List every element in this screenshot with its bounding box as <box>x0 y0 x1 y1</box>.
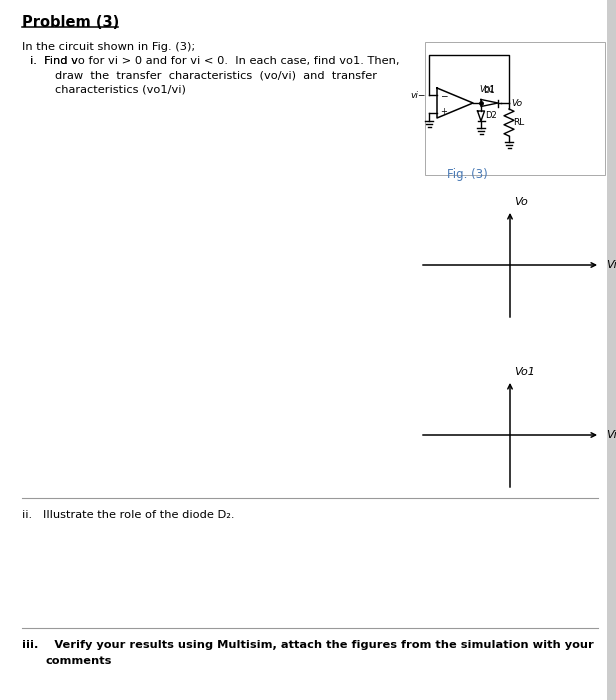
Text: Problem (3): Problem (3) <box>22 15 120 30</box>
Text: Vi: Vi <box>606 430 616 440</box>
Text: iii.    Verify your results using Multisim, attach the figures from the simulati: iii. Verify your results using Multisim,… <box>22 640 594 650</box>
Text: i.  Find vo for vi > 0 and for vi < 0.  In each case, find vo1. Then,: i. Find vo for vi > 0 and for vi < 0. In… <box>30 56 400 66</box>
Text: i.  Find v: i. Find v <box>30 56 78 66</box>
Text: RL: RL <box>513 118 524 127</box>
Bar <box>607 0 616 700</box>
Text: ii.   Illustrate the role of the diode D₂.: ii. Illustrate the role of the diode D₂. <box>22 510 235 520</box>
Text: Vo: Vo <box>514 197 528 207</box>
Text: Vi: Vi <box>606 260 616 270</box>
Text: D2: D2 <box>485 111 496 120</box>
Text: Vo1: Vo1 <box>514 367 535 377</box>
Text: Fig. (3): Fig. (3) <box>447 168 488 181</box>
Text: comments: comments <box>46 656 112 666</box>
Text: Vo1: Vo1 <box>479 85 495 94</box>
Text: vi−: vi− <box>411 90 426 99</box>
Text: D1: D1 <box>483 86 495 95</box>
Text: In the circuit shown in Fig. (3);: In the circuit shown in Fig. (3); <box>22 42 195 52</box>
Text: characteristics (vo1/vi): characteristics (vo1/vi) <box>55 84 186 94</box>
Text: Vo: Vo <box>511 99 522 108</box>
Text: +: + <box>440 108 447 116</box>
Text: draw  the  transfer  characteristics  (vo/vi)  and  transfer: draw the transfer characteristics (vo/vi… <box>55 70 377 80</box>
Text: −: − <box>440 92 447 101</box>
Bar <box>425 42 605 175</box>
